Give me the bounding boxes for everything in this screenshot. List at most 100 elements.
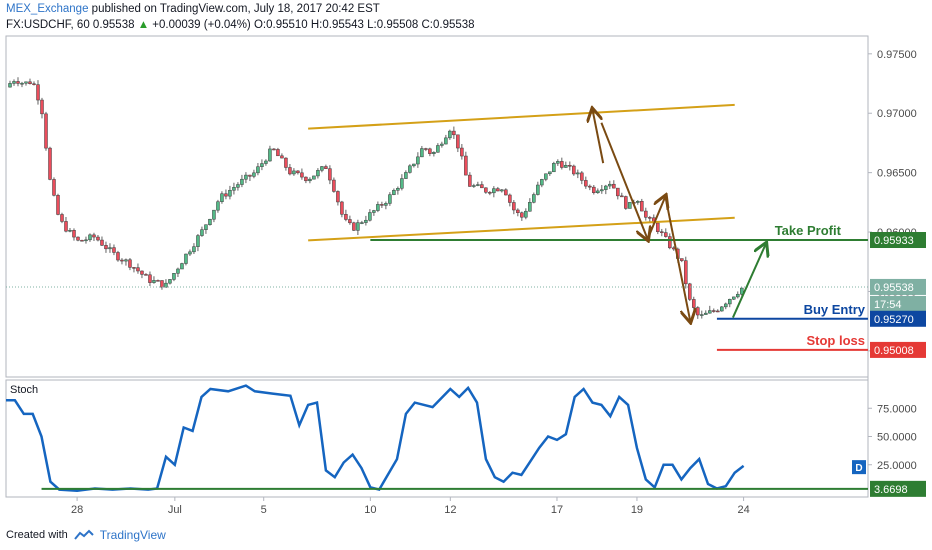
candle-body	[604, 185, 608, 190]
author-link[interactable]: MEX_Exchange	[6, 3, 89, 15]
candle-body	[336, 191, 340, 203]
candle-body	[144, 274, 148, 276]
candle-body	[72, 230, 76, 238]
buy-entry-label: Buy Entry	[804, 302, 866, 317]
candle-body	[160, 280, 164, 288]
candle-body	[608, 183, 612, 187]
time-tick-label: 17	[551, 504, 563, 516]
candle-body	[516, 209, 520, 214]
candle-body	[376, 204, 380, 211]
candle-body	[156, 280, 160, 282]
candle-body	[612, 183, 616, 189]
candle-body	[152, 280, 156, 283]
current-price-tag: 0.95538	[874, 282, 914, 294]
candle-body	[444, 137, 448, 145]
candle-body	[316, 170, 320, 177]
candle-body	[168, 279, 172, 284]
candle-body	[476, 184, 480, 186]
candle-body	[344, 214, 348, 220]
candle-body	[460, 147, 464, 157]
arrow-up-icon	[593, 110, 605, 164]
candle-body	[308, 178, 312, 182]
candle-body	[512, 202, 516, 211]
candle-body	[684, 260, 688, 285]
candle-body	[412, 163, 416, 167]
candle-body	[624, 196, 628, 209]
candle-body	[96, 236, 100, 241]
candle-body	[688, 283, 692, 300]
candle-body	[740, 287, 744, 295]
candle-body	[260, 163, 264, 167]
buy-entry-price-tag: 0.95270	[874, 314, 914, 326]
candle-body	[520, 212, 524, 218]
candle-body	[208, 218, 212, 225]
candle-body	[448, 130, 452, 139]
candle-body	[552, 163, 556, 173]
candle-body	[736, 293, 740, 298]
candle-body	[496, 188, 500, 192]
candle-body	[220, 193, 224, 202]
candle-body	[680, 258, 684, 261]
candle-body	[296, 170, 300, 174]
bar-countdown-tag: 17:54	[874, 299, 902, 311]
candle-body	[248, 174, 252, 177]
candle-body	[436, 145, 440, 153]
candle-body	[488, 192, 492, 194]
candle-body	[48, 147, 52, 180]
stoch-tick-label: 50.0000	[877, 432, 917, 444]
candle-body	[724, 303, 728, 308]
candle-body	[468, 174, 472, 187]
arrow-down-icon	[600, 122, 647, 239]
candle-body	[268, 148, 272, 162]
candle-body	[388, 194, 392, 204]
d-badge-letter: D	[855, 463, 862, 474]
candle-body	[364, 219, 368, 223]
candle-body	[108, 247, 112, 250]
tradingview-brand[interactable]: TradingView	[99, 528, 166, 542]
candle-body	[580, 172, 584, 181]
candle-body	[84, 239, 88, 242]
ohlc-values: O:0.95510 H:0.95543 L:0.95508 C:0.95538	[253, 19, 475, 31]
candle-body	[224, 193, 228, 197]
candle-body	[432, 152, 436, 154]
candle-body	[332, 179, 336, 192]
candle-body	[660, 231, 664, 233]
candle-body	[328, 168, 332, 181]
candle-body	[368, 212, 372, 221]
candle-body	[700, 314, 704, 316]
candle-body	[104, 245, 108, 250]
symbol-timeframe: FX:USDCHF, 60	[6, 19, 90, 31]
candle-body	[576, 172, 580, 175]
candle-body	[120, 259, 124, 262]
candle-body	[656, 222, 660, 232]
candle-body	[88, 234, 92, 241]
price-tick-label: 0.97500	[877, 49, 917, 61]
time-tick-label: 24	[737, 504, 749, 516]
candle-body	[40, 99, 44, 115]
candle-body	[276, 149, 280, 157]
candle-body	[64, 221, 68, 232]
candle-body	[52, 179, 56, 196]
chart-header-symbol: FX:USDCHF, 60 0.95538 ▲ +0.00039 (+0.04%…	[6, 19, 475, 31]
candle-body	[288, 167, 292, 175]
stoch-tick-label: 75.0000	[877, 403, 917, 415]
candle-body	[192, 246, 196, 253]
candle-body	[280, 155, 284, 159]
candle-body	[304, 176, 308, 182]
candle-body	[36, 84, 40, 101]
candle-body	[348, 219, 352, 224]
candle-body	[544, 173, 548, 180]
take-profit-price-tag: 0.95933	[874, 235, 914, 247]
candle-body	[408, 165, 412, 173]
candle-body	[340, 201, 344, 215]
candle-body	[420, 148, 424, 158]
candle-body	[112, 247, 116, 253]
candle-body	[452, 130, 456, 136]
candle-body	[24, 81, 28, 84]
stoch-pane-frame	[5, 379, 869, 498]
take-profit-label: Take Profit	[775, 223, 842, 238]
candle-body	[360, 222, 364, 224]
candle-body	[400, 178, 404, 189]
candle-body	[136, 267, 140, 272]
